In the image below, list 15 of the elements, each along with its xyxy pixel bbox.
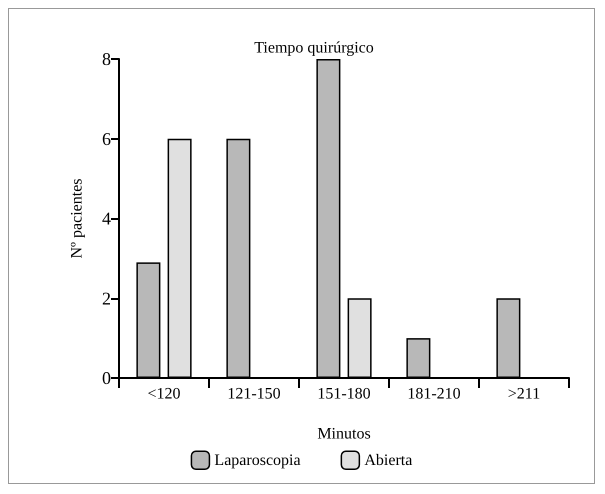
y-tick-label: 6 (102, 128, 111, 149)
legend-label: Laparoscopia (214, 452, 301, 469)
y-tick-label: 4 (102, 208, 111, 228)
x-tick-label: 181-210 (407, 386, 461, 402)
y-tick-label: 8 (102, 49, 111, 69)
x-tick-label: 121-150 (227, 386, 281, 402)
y-axis-title: Nº pacientes (68, 178, 86, 259)
x-axis-title: Minutos (317, 426, 371, 442)
x-tick-label: <120 (147, 386, 181, 402)
y-tick-label: 2 (102, 288, 111, 308)
x-tick-label: 151-180 (317, 386, 371, 402)
chart-title: Tiempo quirúrgico (254, 40, 374, 56)
x-tick-label: >211 (508, 386, 540, 402)
legend-label: Abierta (364, 452, 412, 469)
y-tick-label: 0 (102, 368, 111, 388)
